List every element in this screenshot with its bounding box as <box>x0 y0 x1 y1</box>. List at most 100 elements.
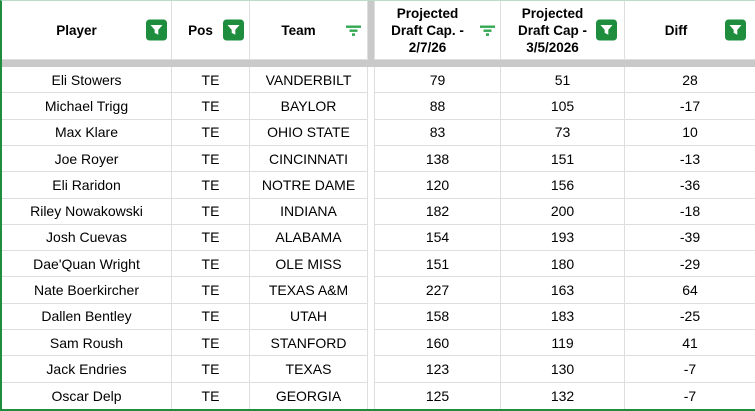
cell-proj-draft-cap-3-5-2026[interactable]: 73 <box>501 119 625 146</box>
cell-proj-draft-cap-2-7-26[interactable]: 88 <box>375 93 501 120</box>
cell-pos[interactable]: TE <box>172 251 250 278</box>
cell-player[interactable]: Dallen Bentley <box>2 303 172 331</box>
cell-proj-draft-cap-2-7-26[interactable]: 154 <box>375 224 501 252</box>
column-header-label: Pos <box>188 22 213 38</box>
frozen-column-divider <box>368 172 375 199</box>
cell-diff[interactable]: 64 <box>625 277 755 304</box>
column-header-team[interactable]: Team <box>250 1 368 60</box>
cell-proj-draft-cap-2-7-26[interactable]: 123 <box>375 356 501 383</box>
frozen-column-divider <box>368 382 375 409</box>
cell-pos[interactable]: TE <box>172 93 250 120</box>
cell-team[interactable]: UTAH <box>250 303 368 331</box>
cell-team[interactable]: GEORGIA <box>250 382 368 409</box>
frozen-column-divider <box>368 277 375 304</box>
cell-team[interactable]: NOTRE DAME <box>250 172 368 199</box>
filter-applied-badge-icon[interactable] <box>146 19 167 41</box>
cell-proj-draft-cap-2-7-26[interactable]: 227 <box>375 277 501 304</box>
column-header-proj-draft-cap-2-7-26[interactable]: Projected Draft Cap. - 2/7/26 <box>375 1 501 60</box>
cell-proj-draft-cap-3-5-2026[interactable]: 193 <box>501 224 625 252</box>
cell-team[interactable]: BAYLOR <box>250 93 368 120</box>
cell-team[interactable]: CINCINNATI <box>250 145 368 173</box>
cell-diff[interactable]: -18 <box>625 198 755 225</box>
cell-team[interactable]: TEXAS <box>250 356 368 383</box>
cell-team[interactable]: STANFORD <box>250 330 368 357</box>
cell-pos[interactable]: TE <box>172 198 250 225</box>
cell-diff[interactable]: -29 <box>625 251 755 278</box>
filter-applied-badge-icon[interactable] <box>223 19 244 41</box>
cell-team[interactable]: OLE MISS <box>250 251 368 278</box>
cell-proj-draft-cap-3-5-2026[interactable]: 51 <box>501 67 625 94</box>
cell-player[interactable]: Eli Raridon <box>2 172 172 199</box>
cell-team[interactable]: TEXAS A&M <box>250 277 368 304</box>
cell-proj-draft-cap-2-7-26[interactable]: 160 <box>375 330 501 357</box>
cell-proj-draft-cap-3-5-2026[interactable]: 156 <box>501 172 625 199</box>
cell-diff[interactable]: 10 <box>625 119 755 146</box>
column-header-diff[interactable]: Diff <box>625 1 755 60</box>
cell-player[interactable]: Nate Boerkircher <box>2 277 172 304</box>
cell-proj-draft-cap-2-7-26[interactable]: 83 <box>375 119 501 146</box>
cell-team[interactable]: ALABAMA <box>250 224 368 252</box>
cell-player[interactable]: Riley Nowakowski <box>2 198 172 225</box>
cell-diff[interactable]: 41 <box>625 330 755 357</box>
cell-proj-draft-cap-3-5-2026[interactable]: 132 <box>501 382 625 409</box>
cell-player[interactable]: Oscar Delp <box>2 382 172 409</box>
cell-diff[interactable]: -25 <box>625 303 755 331</box>
column-header-proj-draft-cap-3-5-2026[interactable]: Projected Draft Cap - 3/5/2026 <box>501 1 625 60</box>
cell-player[interactable]: Joe Royer <box>2 145 172 173</box>
cell-proj-draft-cap-3-5-2026[interactable]: 180 <box>501 251 625 278</box>
cell-pos[interactable]: TE <box>172 172 250 199</box>
column-header-pos[interactable]: Pos <box>172 1 250 60</box>
cell-proj-draft-cap-3-5-2026[interactable]: 119 <box>501 330 625 357</box>
cell-proj-draft-cap-2-7-26[interactable]: 79 <box>375 67 501 94</box>
cell-player[interactable]: Michael Trigg <box>2 93 172 120</box>
cell-proj-draft-cap-2-7-26[interactable]: 120 <box>375 172 501 199</box>
cell-pos[interactable]: TE <box>172 303 250 331</box>
frozen-column-divider <box>368 93 375 120</box>
column-header-player[interactable]: Player <box>2 1 172 60</box>
cell-proj-draft-cap-2-7-26[interactable]: 138 <box>375 145 501 173</box>
cell-player[interactable]: Sam Roush <box>2 330 172 357</box>
cell-proj-draft-cap-3-5-2026[interactable]: 183 <box>501 303 625 331</box>
cell-team[interactable]: OHIO STATE <box>250 119 368 146</box>
frozen-column-divider <box>368 145 375 173</box>
cell-proj-draft-cap-3-5-2026[interactable]: 151 <box>501 145 625 173</box>
cell-player[interactable]: Max Klare <box>2 119 172 146</box>
cell-pos[interactable]: TE <box>172 356 250 383</box>
cell-proj-draft-cap-3-5-2026[interactable]: 200 <box>501 198 625 225</box>
cell-diff[interactable]: -7 <box>625 356 755 383</box>
cell-pos[interactable]: TE <box>172 382 250 409</box>
cell-diff[interactable]: 28 <box>625 67 755 94</box>
frozen-column-divider <box>368 356 375 383</box>
cell-pos[interactable]: TE <box>172 67 250 94</box>
filter-applied-badge-icon[interactable] <box>596 19 617 41</box>
cell-team[interactable]: VANDERBILT <box>250 67 368 94</box>
column-header-label: Diff <box>664 22 688 38</box>
cell-diff[interactable]: -7 <box>625 382 755 409</box>
cell-diff[interactable]: -13 <box>625 145 755 173</box>
cell-proj-draft-cap-2-7-26[interactable]: 125 <box>375 382 501 409</box>
cell-pos[interactable]: TE <box>172 145 250 173</box>
cell-proj-draft-cap-2-7-26[interactable]: 158 <box>375 303 501 331</box>
cell-pos[interactable]: TE <box>172 119 250 146</box>
cell-proj-draft-cap-2-7-26[interactable]: 151 <box>375 251 501 278</box>
cell-pos[interactable]: TE <box>172 330 250 357</box>
cell-player[interactable]: Dae'Quan Wright <box>2 251 172 278</box>
filter-applied-badge-icon[interactable] <box>725 19 746 41</box>
cell-proj-draft-cap-3-5-2026[interactable]: 163 <box>501 277 625 304</box>
cell-team[interactable]: INDIANA <box>250 198 368 225</box>
cell-pos[interactable]: TE <box>172 224 250 252</box>
filter-funnel-lines-icon[interactable] <box>479 24 496 37</box>
cell-player[interactable]: Eli Stowers <box>2 67 172 94</box>
cell-player[interactable]: Josh Cuevas <box>2 224 172 252</box>
cell-pos[interactable]: TE <box>172 277 250 304</box>
cell-proj-draft-cap-3-5-2026[interactable]: 105 <box>501 93 625 120</box>
frozen-column-divider <box>368 67 375 94</box>
cell-diff[interactable]: -39 <box>625 224 755 252</box>
cell-proj-draft-cap-2-7-26[interactable]: 182 <box>375 198 501 225</box>
filter-funnel-lines-icon[interactable] <box>345 24 362 37</box>
cell-proj-draft-cap-3-5-2026[interactable]: 130 <box>501 356 625 383</box>
cell-diff[interactable]: -36 <box>625 172 755 199</box>
cell-diff[interactable]: -17 <box>625 93 755 120</box>
frozen-column-divider <box>368 119 375 146</box>
cell-player[interactable]: Jack Endries <box>2 356 172 383</box>
